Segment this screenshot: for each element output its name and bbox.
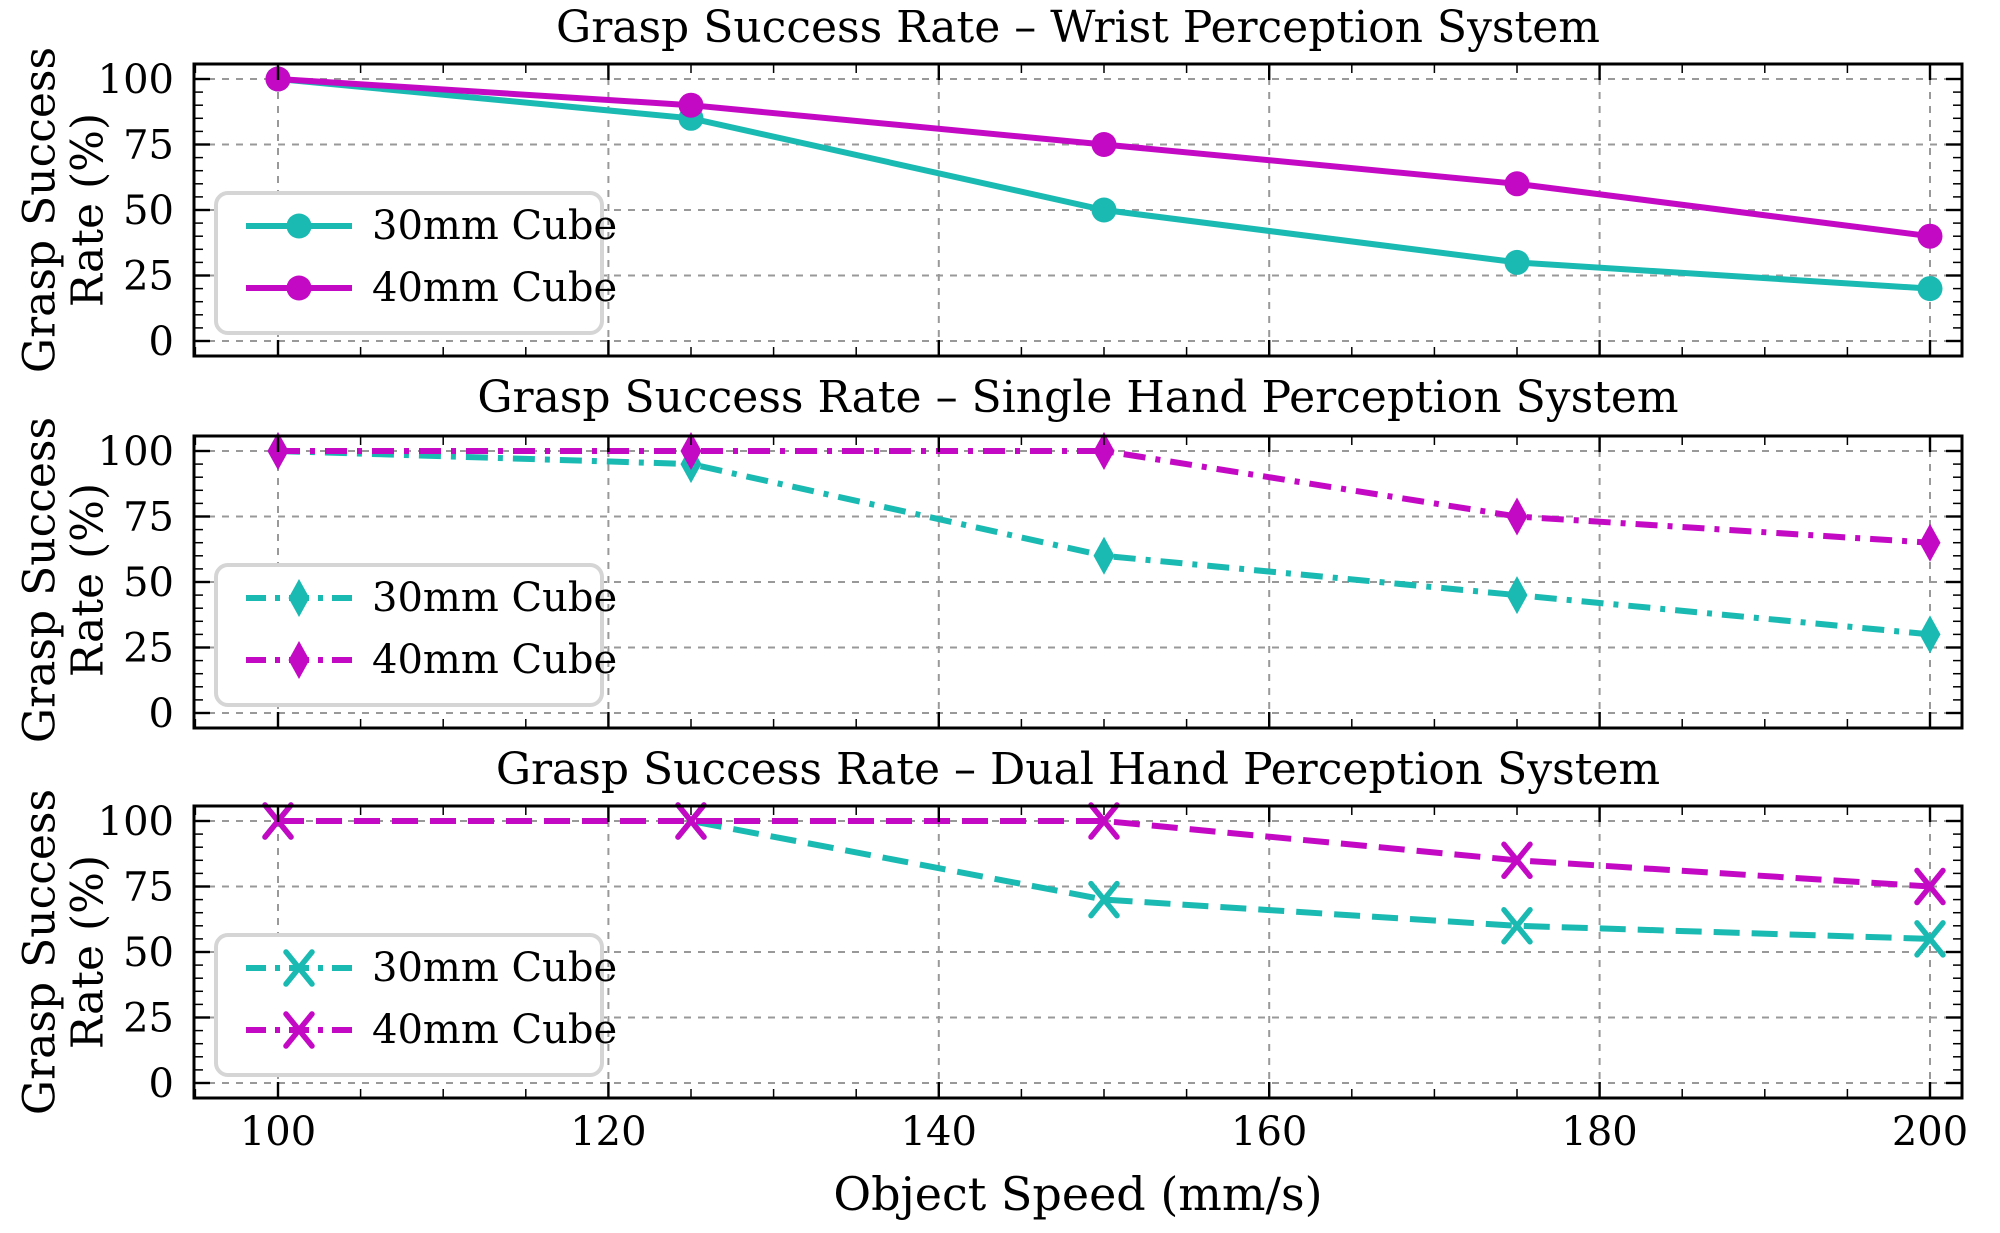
legend-label: 40mm Cube bbox=[372, 637, 617, 683]
series-line bbox=[278, 818, 1931, 890]
x-marker bbox=[675, 802, 707, 840]
subplot-3: 0 25 50 75 100 100 120 140 160 180 200 30mm Cube 40m… bbox=[98, 799, 1969, 1155]
legend-label: 40mm Cube bbox=[372, 1007, 617, 1053]
circle-marker bbox=[286, 213, 312, 239]
axis-ticks bbox=[194, 64, 1962, 356]
circle-marker bbox=[1091, 132, 1117, 157]
legend-entry-30mm-cube: 30mm Cube bbox=[246, 575, 617, 621]
y-tick-label: 100 bbox=[98, 57, 174, 103]
y-tick-label: 25 bbox=[123, 254, 174, 300]
series-line bbox=[278, 448, 1931, 546]
circle-marker bbox=[1091, 197, 1117, 223]
x-marker bbox=[283, 949, 315, 987]
diamond-marker bbox=[1093, 432, 1115, 470]
subplot-title-dual-hand: Grasp Success Rate – Dual Hand Perceptio… bbox=[496, 744, 1660, 795]
x-tick-label: 200 bbox=[1892, 1109, 1968, 1155]
y-axis-label-line2-subplot3: Rate (%) bbox=[63, 855, 114, 1049]
y-axis-label-line1-subplot1: Grasp Success bbox=[15, 47, 66, 373]
legend-label: 40mm Cube bbox=[372, 265, 617, 311]
series-30mm-cube bbox=[262, 802, 1946, 958]
y-tick-label: 50 bbox=[123, 560, 174, 606]
subplot-title-wrist: Grasp Success Rate – Wrist Perception Sy… bbox=[556, 2, 1600, 53]
circle-marker bbox=[1504, 171, 1530, 197]
chart-render-layer: 0 25 50 75 100 30mm Cube 40mm Cube 0 25 50 75 100 30… bbox=[98, 57, 1969, 1155]
x-marker bbox=[1914, 867, 1946, 906]
circle-marker bbox=[1504, 249, 1530, 275]
y-tick-label: 0 bbox=[149, 1061, 174, 1107]
x-tick-label: 160 bbox=[1231, 1109, 1307, 1155]
subplot-1: 0 25 50 75 100 30mm Cube 40mm Cube bbox=[98, 57, 1964, 365]
series-40mm-cube bbox=[265, 66, 1943, 249]
y-tick-label: 75 bbox=[123, 495, 174, 541]
legend-entry-30mm-cube: 30mm Cube bbox=[246, 203, 617, 249]
x-marker bbox=[283, 1011, 315, 1049]
circle-marker bbox=[1917, 223, 1943, 249]
legend-entry-40mm-cube: 40mm Cube bbox=[246, 637, 617, 683]
y-tick-label: 100 bbox=[98, 429, 174, 475]
subplot-2: 0 25 50 75 100 30mm Cube 40mm Cube bbox=[98, 429, 1964, 737]
legend-box bbox=[214, 563, 604, 707]
x-tick-label: 100 bbox=[240, 1109, 316, 1155]
legend-label: 30mm Cube bbox=[372, 575, 617, 621]
circle-marker bbox=[286, 275, 312, 301]
series-40mm-cube bbox=[267, 432, 1941, 562]
x-marker bbox=[1501, 907, 1533, 945]
legend-entry-40mm-cube: 40mm Cube bbox=[246, 1007, 617, 1053]
y-tick-label: 50 bbox=[123, 930, 174, 976]
circle-marker bbox=[1917, 276, 1943, 302]
grid-lines bbox=[194, 64, 1962, 356]
diamond-marker bbox=[680, 432, 702, 470]
x-marker bbox=[1088, 880, 1120, 919]
axis-ticks bbox=[194, 436, 1962, 728]
legend: 30mm Cube 40mm Cube bbox=[214, 933, 617, 1077]
legend-label: 30mm Cube bbox=[372, 945, 617, 991]
y-axis-label-line1-subplot2: Grasp Success bbox=[15, 417, 66, 743]
circle-marker bbox=[678, 92, 704, 118]
x-tick-label: 140 bbox=[901, 1109, 977, 1155]
y-tick-label: 75 bbox=[123, 123, 174, 169]
diamond-marker bbox=[1506, 497, 1528, 536]
y-axis-label-line2-subplot1: Rate (%) bbox=[63, 113, 114, 307]
y-axis-label-line2-subplot2: Rate (%) bbox=[63, 483, 114, 677]
x-marker bbox=[1501, 841, 1533, 880]
axis-ticks bbox=[194, 806, 1962, 1098]
diamond-marker bbox=[288, 579, 310, 617]
diamond-marker bbox=[288, 641, 310, 679]
diamond-marker bbox=[1919, 523, 1941, 562]
legend-entry-40mm-cube: 40mm Cube bbox=[246, 265, 617, 311]
y-tick-label: 50 bbox=[123, 188, 174, 234]
x-marker bbox=[1088, 802, 1120, 840]
series-40mm-cube bbox=[262, 802, 1946, 906]
y-tick-label: 25 bbox=[123, 626, 174, 672]
x-tick-label: 180 bbox=[1561, 1109, 1637, 1155]
diamond-marker bbox=[1506, 576, 1528, 615]
y-tick-label: 0 bbox=[149, 691, 174, 737]
x-tick-label: 120 bbox=[570, 1109, 646, 1155]
series-line bbox=[278, 818, 1931, 942]
subplot-title-single-hand: Grasp Success Rate – Single Hand Percept… bbox=[477, 372, 1678, 423]
legend-box bbox=[214, 933, 604, 1077]
y-tick-label: 100 bbox=[98, 799, 174, 845]
y-tick-label: 0 bbox=[149, 319, 174, 365]
diamond-marker bbox=[1093, 536, 1115, 575]
legend-entry-30mm-cube: 30mm Cube bbox=[246, 945, 617, 991]
y-axis-label-line1-subplot3: Grasp Success bbox=[15, 789, 66, 1115]
legend-label: 30mm Cube bbox=[372, 203, 617, 249]
diamond-marker bbox=[1919, 615, 1941, 654]
legend: 30mm Cube 40mm Cube bbox=[214, 191, 617, 335]
y-tick-label: 75 bbox=[123, 865, 174, 911]
x-marker bbox=[1914, 920, 1946, 958]
legend: 30mm Cube 40mm Cube bbox=[214, 563, 617, 707]
y-tick-label: 25 bbox=[123, 996, 174, 1042]
x-axis-label: Object Speed (mm/s) bbox=[833, 1167, 1322, 1221]
